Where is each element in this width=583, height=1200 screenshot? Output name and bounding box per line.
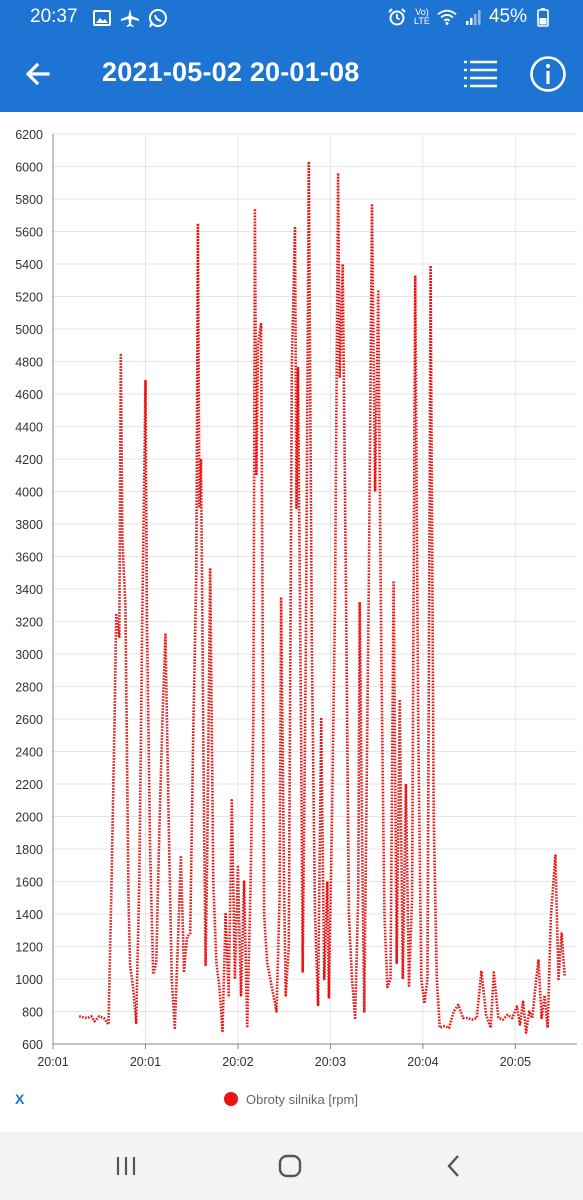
y-tick-label: 1600 [15, 876, 43, 890]
chart-area[interactable]: 600 800 1000 1200 1400 1600 1800 2000 2200 2400 26… [0, 112, 583, 1132]
status-bar: 20:37 Vo) LTE 45% [0, 0, 583, 36]
image-icon [92, 8, 112, 28]
battery-percent: 45% [488, 6, 527, 27]
y-tick-label: 1200 [15, 941, 43, 955]
rpm-chart[interactable]: 600 800 1000 1200 1400 1600 1800 2000 2200 2400 26… [0, 112, 583, 1132]
series-line-rpm [78, 160, 566, 1034]
y-tick-label: 1400 [15, 908, 43, 922]
x-axis-label: X [15, 1091, 25, 1107]
y-tick-label: 5000 [15, 323, 43, 337]
x-tick-label: 20:02 [222, 1055, 253, 1069]
chart-grid [52, 133, 577, 1049]
alarm-icon [387, 7, 407, 27]
home-icon [278, 1154, 302, 1178]
notification-icons [92, 8, 168, 28]
x-tick-label: 20:01 [130, 1055, 161, 1069]
y-tick-label: 4400 [15, 421, 43, 435]
legend[interactable]: Obroty silnika [rpm] [224, 1092, 358, 1107]
y-tick-label: 4000 [15, 486, 43, 500]
y-tick-label: 5200 [15, 291, 43, 305]
list-icon [464, 60, 497, 88]
app-bar: 2021-05-02 20-01-08 [0, 36, 583, 112]
legend-label: Obroty silnika [rpm] [246, 1092, 358, 1107]
battery-icon [533, 7, 553, 27]
navigation-bar [0, 1132, 583, 1200]
signal-icon [463, 7, 483, 27]
y-tick-label: 800 [22, 1006, 43, 1020]
airplane-icon [120, 8, 140, 28]
y-tick-label: 3200 [15, 616, 43, 630]
home-button[interactable] [270, 1148, 310, 1184]
volte-icon: Vo) LTE [414, 7, 430, 26]
y-tick-label: 5600 [15, 226, 43, 240]
x-tick-label: 20:05 [500, 1055, 531, 1069]
y-tick-label: 2600 [15, 713, 43, 727]
y-tick-label: 1800 [15, 843, 43, 857]
x-tick-label: 20:03 [315, 1055, 346, 1069]
info-icon [530, 56, 566, 92]
back-nav-icon [447, 1155, 459, 1177]
y-tick-label: 3400 [15, 583, 43, 597]
y-tick-label: 5400 [15, 258, 43, 272]
y-tick-label: 6200 [15, 128, 43, 142]
y-tick-label: 6000 [15, 161, 43, 175]
legend-marker [224, 1092, 238, 1106]
recents-button[interactable] [106, 1148, 146, 1184]
info-button[interactable] [528, 54, 568, 94]
y-axis: 600 800 1000 1200 1400 1600 1800 2000 2200 2400 26… [15, 128, 43, 1052]
y-tick-label: 3800 [15, 518, 43, 532]
whatsapp-icon [148, 8, 168, 28]
wifi-icon [437, 7, 457, 27]
system-icons: Vo) LTE 45% [387, 6, 553, 28]
y-tick-label: 4600 [15, 388, 43, 402]
y-tick-label: 3000 [15, 648, 43, 662]
y-tick-label: 2000 [15, 811, 43, 825]
y-tick-label: 3600 [15, 551, 43, 565]
y-tick-label: 600 [22, 1038, 43, 1052]
y-tick-label: 4800 [15, 356, 43, 370]
y-tick-label: 5800 [15, 193, 43, 207]
back-button[interactable] [18, 54, 58, 94]
status-time: 20:37 [30, 6, 78, 27]
list-button[interactable] [460, 56, 500, 92]
x-tick-label: 20:01 [37, 1055, 68, 1069]
x-tick-label: 20:04 [407, 1055, 438, 1069]
y-tick-label: 1000 [15, 973, 43, 987]
page-title: 2021-05-02 20-01-08 [102, 57, 360, 87]
recents-icon [116, 1157, 136, 1175]
y-tick-label: 2800 [15, 681, 43, 695]
y-tick-label: 4200 [15, 453, 43, 467]
y-tick-label: 2200 [15, 778, 43, 792]
back-arrow-icon [25, 62, 50, 86]
back-nav-button[interactable] [434, 1148, 474, 1184]
series-layer [78, 160, 566, 1034]
y-tick-label: 2400 [15, 746, 43, 760]
